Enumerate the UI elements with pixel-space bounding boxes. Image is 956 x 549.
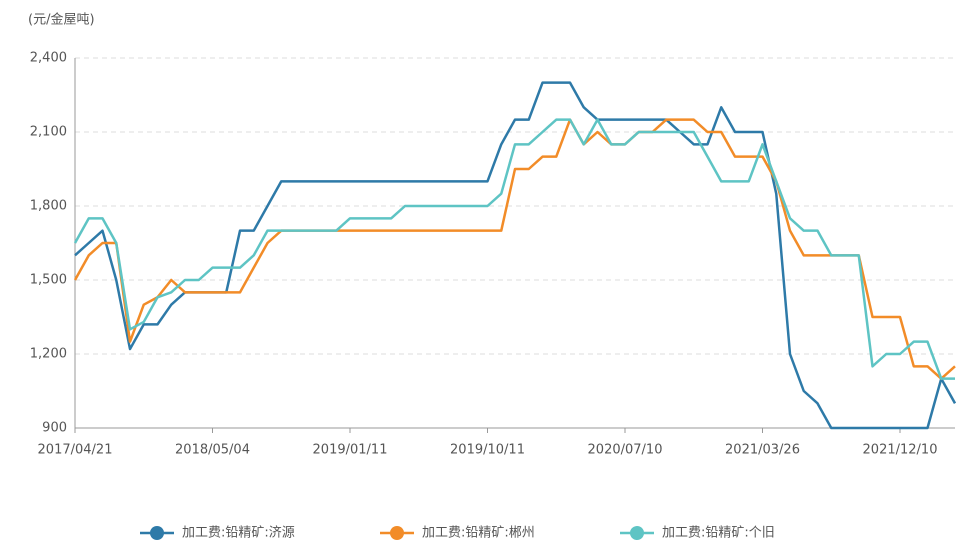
x-tick-label: 2019/10/11 [450, 443, 525, 458]
x-tick-label: 2021/12/10 [863, 443, 938, 458]
legend-swatch [150, 526, 164, 540]
y-axis-label: (元/金屋吨) [28, 12, 95, 28]
x-tick-label: 2021/03/26 [725, 443, 800, 458]
y-tick-label: 1,500 [30, 273, 67, 288]
legend-swatch [630, 526, 644, 540]
legend-swatch [390, 526, 404, 540]
y-tick-label: 2,400 [30, 51, 67, 66]
x-tick-label: 2020/07/10 [588, 443, 663, 458]
series-line [73, 118, 955, 380]
y-tick-label: 1,800 [30, 199, 67, 214]
x-tick-label: 2017/04/21 [38, 443, 113, 458]
x-tick-label: 2019/01/11 [313, 443, 388, 458]
series-line [73, 118, 956, 380]
y-tick-label: 900 [42, 421, 67, 436]
x-tick-label: 2018/05/04 [175, 443, 250, 458]
y-tick-label: 2,100 [30, 125, 67, 140]
legend-label: 加工费:铅精矿:济源 [182, 526, 295, 541]
legend-label: 加工费:铅精矿:郴州 [422, 526, 535, 541]
y-tick-label: 1,200 [30, 347, 67, 362]
legend-label: 加工费:铅精矿:个旧 [662, 526, 775, 541]
